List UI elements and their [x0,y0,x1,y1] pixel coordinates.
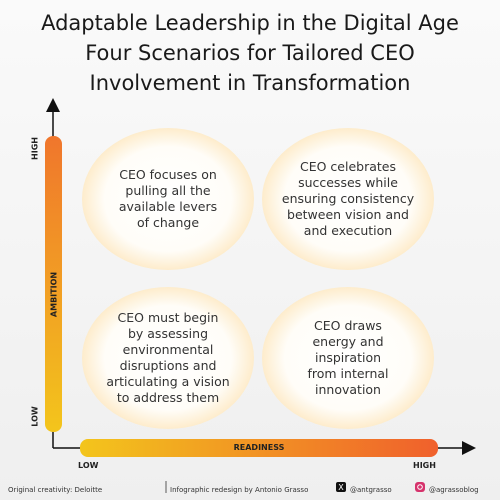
quadrant-text-line: CEO must begin [117,310,219,325]
quadrant-text-line: to address them [116,390,220,405]
footer-instagram-handle: @agrassoblog [429,486,479,494]
quadrant-text-line: articulating a vision [106,374,230,389]
x-axis-title: READINESS [233,443,285,452]
quadrant-text-line: from internal [307,366,389,381]
instagram-icon [415,482,425,492]
quadrant-text-line: CEO focuses on [119,167,217,182]
footer-credit: Original creativity: Deloitte [8,486,103,494]
quadrant-text-line: environmental [122,342,214,357]
quadrant-text-line: CEO draws [314,318,382,333]
y-axis-title: AMBITION [49,271,59,318]
title-line: Adaptable Leadership in the Digital Age [41,11,459,35]
quadrant-text-line: disruptions and [119,358,217,373]
quadrant-text-line: CEO celebrates [299,159,396,174]
title-line: Involvement in Transformation [89,71,411,95]
quadrant-text-line: innovation [315,382,381,397]
quadrant: CEO focuses on pulling all the available l… [82,128,254,270]
quadrant: CEO celebrates successes while ensuring co… [262,128,434,270]
quadrant-text-line: energy and [312,334,384,349]
x-icon [336,482,346,492]
footer-redesign: Infographic redesign by Antonio Grasso [170,486,309,494]
title-line: Four Scenarios for Tailored CEO [85,41,415,65]
quadrant-text-line: by assessing [127,326,209,341]
quadrant: CEO draws energy and inspiration from inter… [262,287,434,429]
x-arrow [462,441,476,455]
title: Adaptable Leadership in the Digital Age F… [0,8,500,98]
y-arrow [46,98,60,112]
quadrant-text-line: between vision and [287,207,409,222]
quadrant-text-line: and execution [303,223,393,238]
y-high: HIGH [30,137,40,160]
y-low: LOW [30,406,40,427]
quadrant-text-line: successes while [298,175,398,190]
footer-x-handle: @antgrasso [350,486,392,494]
quadrant: CEO must begin by assessing environmental d… [82,287,254,429]
quadrant-text-line: of change [136,215,200,230]
y-bar [45,136,62,432]
quadrant-text-line: inspiration [314,350,382,365]
x-high: HIGH [413,461,436,470]
quadrant-text-line: ensuring consistency [281,191,415,206]
x-icon-glyph: X [338,483,344,492]
x-bar [80,439,438,457]
quadrant-text-line: pulling all the [125,183,211,198]
quadrant-text-line: available levers [118,199,218,214]
instagram-icon-lens [417,484,423,490]
x-low: LOW [78,461,99,470]
